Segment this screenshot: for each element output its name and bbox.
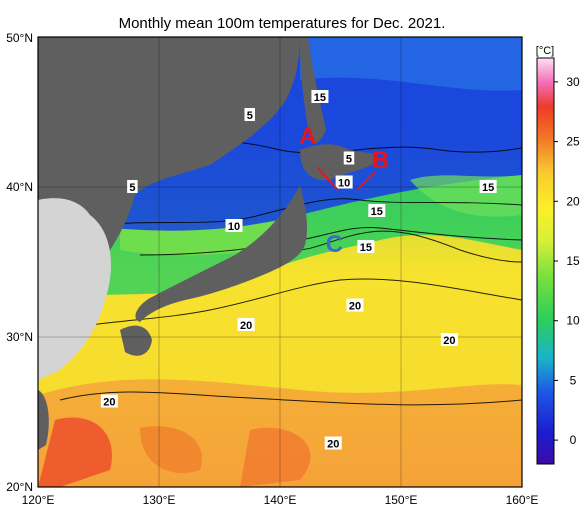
- contour-label-box: [440, 333, 458, 346]
- lat-axis: 50°N 40°N 30°N 20°N: [6, 31, 33, 494]
- contour-label-box: [225, 219, 243, 232]
- contour-label-box: [237, 318, 255, 331]
- contour-label: 15: [314, 92, 326, 104]
- marker-a: A: [299, 123, 316, 150]
- contour-label-box: [311, 90, 329, 103]
- contour-label-box: [357, 240, 375, 253]
- lon-tick-label: 150°E: [385, 493, 418, 507]
- lat-tick-label: 50°N: [6, 31, 33, 45]
- map-frame: [37, 36, 523, 488]
- lon-axis: 120°E 130°E 140°E 150°E 160°E: [22, 493, 539, 507]
- marker-b-line: [356, 171, 376, 191]
- lat-tick-label: 40°N: [6, 180, 33, 194]
- contour-label: 5: [129, 182, 135, 194]
- contour-label: 5: [346, 154, 352, 166]
- contour-label-box: [335, 175, 353, 189]
- contour-label-box: [244, 108, 255, 121]
- contour-label-box: [479, 180, 497, 193]
- map-title: Monthly mean 100m temperatures for Dec. …: [119, 15, 446, 32]
- contour-label-box: [100, 394, 118, 408]
- contour-label-box: [324, 436, 342, 450]
- contour-label: 20: [443, 335, 455, 347]
- lon-tick-label: 120°E: [22, 493, 55, 507]
- contour-label: 20: [103, 397, 115, 409]
- lon-tick-label: 160°E: [506, 493, 539, 507]
- contour-label: 15: [371, 206, 383, 218]
- contour-label: 10: [338, 178, 350, 190]
- contour-label: 20: [240, 320, 252, 332]
- colorbar-tick-label: 5: [570, 373, 577, 387]
- lat-tick-label: 20°N: [6, 480, 33, 494]
- contour-label: 15: [482, 182, 494, 194]
- contour-label-box: [343, 151, 355, 165]
- contour-label: 20: [327, 439, 339, 451]
- colorbar-tick-label: 25: [566, 135, 580, 149]
- contour-label: 10: [228, 221, 240, 233]
- kyushu: [120, 325, 152, 356]
- contour-label-box: [127, 180, 138, 193]
- contour-label: 5: [247, 110, 253, 122]
- colorbar-tick-label: 10: [566, 314, 580, 328]
- honshu: [135, 185, 308, 322]
- marker-b: B: [372, 147, 389, 174]
- colorbar-ticks: 30 25 20 15 10 5 0: [554, 75, 580, 447]
- korean-peninsula: [38, 198, 111, 380]
- colorbar-tick-label: 0: [570, 433, 577, 447]
- lon-tick-label: 130°E: [143, 493, 176, 507]
- lon-tick-label: 140°E: [264, 493, 297, 507]
- colorbar-tick-label: 30: [566, 75, 580, 89]
- marker-c: C: [326, 231, 343, 258]
- lat-tick-label: 30°N: [6, 330, 33, 344]
- taiwan: [38, 390, 49, 450]
- colorbar-tick-label: 15: [566, 254, 580, 268]
- asian-continent: [38, 37, 300, 340]
- contour-label: 15: [360, 242, 372, 254]
- contour-label-box: [368, 204, 386, 217]
- contour-label: 20: [349, 301, 361, 313]
- colorbar-tick-label: 20: [566, 194, 580, 208]
- region-markers: A B C: [299, 123, 389, 258]
- marker-a-line: [316, 166, 339, 191]
- colorbar: [536, 57, 555, 465]
- contour-labels: 5 5 15 5 10 10 15 15 15 20 20 20 20 20: [100, 90, 497, 451]
- contour-label-box: [346, 298, 364, 312]
- hokkaido: [300, 144, 378, 181]
- colorbar-unit: [°C]: [536, 45, 554, 57]
